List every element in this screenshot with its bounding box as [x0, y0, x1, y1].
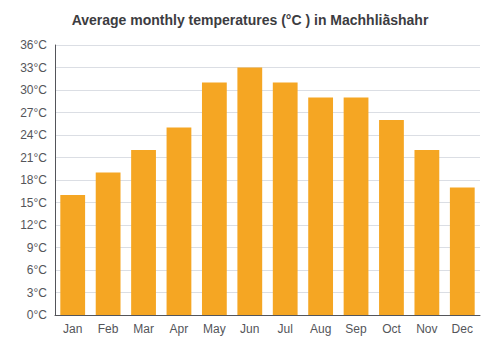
svg-text:Nov: Nov: [416, 322, 437, 336]
svg-text:15°C: 15°C: [20, 196, 47, 210]
svg-text:33°C: 33°C: [20, 61, 47, 75]
svg-text:21°C: 21°C: [20, 151, 47, 165]
svg-text:30°C: 30°C: [20, 83, 47, 97]
svg-text:Mar: Mar: [133, 322, 154, 336]
svg-text:Jan: Jan: [63, 322, 82, 336]
svg-text:Oct: Oct: [382, 322, 401, 336]
svg-text:Jun: Jun: [240, 322, 259, 336]
svg-text:Average monthly temperatures (: Average monthly temperatures (°C ) in Ma…: [72, 12, 429, 28]
svg-text:Dec: Dec: [452, 322, 473, 336]
svg-text:3°C: 3°C: [27, 286, 47, 300]
svg-text:36°C: 36°C: [20, 38, 47, 52]
svg-text:6°C: 6°C: [27, 263, 47, 277]
svg-text:Feb: Feb: [98, 322, 119, 336]
svg-text:Apr: Apr: [170, 322, 189, 336]
svg-text:Sep: Sep: [345, 322, 367, 336]
svg-text:12°C: 12°C: [20, 218, 47, 232]
svg-text:Jul: Jul: [278, 322, 293, 336]
svg-text:0°C: 0°C: [27, 308, 47, 322]
svg-text:Aug: Aug: [310, 322, 331, 336]
svg-text:24°C: 24°C: [20, 128, 47, 142]
svg-text:18°C: 18°C: [20, 173, 47, 187]
svg-text:27°C: 27°C: [20, 106, 47, 120]
svg-text:9°C: 9°C: [27, 241, 47, 255]
svg-text:May: May: [203, 322, 226, 336]
